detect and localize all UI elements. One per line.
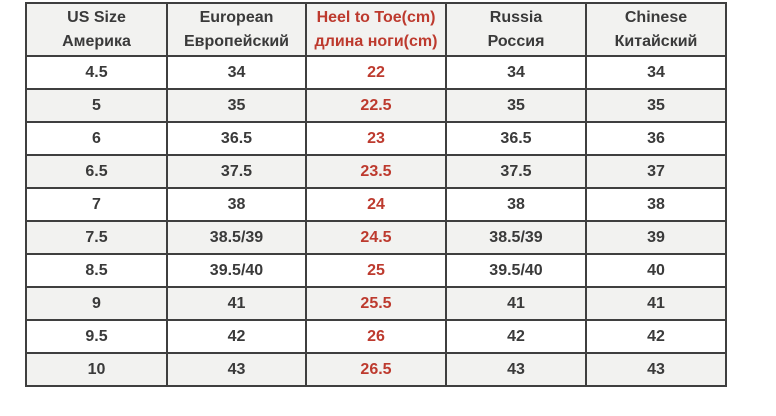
cell-us-size: 7.5 <box>25 220 168 255</box>
cell-european: 39.5/40 <box>166 253 307 288</box>
cell-us-size: 7 <box>25 187 168 222</box>
table-row: 10 43 26.5 43 43 <box>25 352 727 387</box>
cell-chinese: 35 <box>585 88 727 123</box>
cell-russia: 39.5/40 <box>445 253 587 288</box>
table-row: 9.5 42 26 42 42 <box>25 319 727 354</box>
header-cell-heel-to-toe: Heel to Toe(cm) длина ноги(cm) <box>305 2 447 57</box>
cell-us-size: 8.5 <box>25 253 168 288</box>
header-label-en: Heel to Toe(cm) <box>316 8 436 26</box>
header-label-en: Chinese <box>624 8 688 26</box>
cell-us-size: 6 <box>25 121 168 156</box>
cell-us-size: 4.5 <box>25 55 168 90</box>
cell-heel-to-toe: 22 <box>305 55 447 90</box>
cell-heel-to-toe: 24 <box>305 187 447 222</box>
header-cell-chinese: Chinese Китайский <box>585 2 727 57</box>
cell-european: 36.5 <box>166 121 307 156</box>
cell-european: 42 <box>166 319 307 354</box>
cell-russia: 41 <box>445 286 587 321</box>
header-label-ru: Америка <box>62 32 131 50</box>
table-row: 4.5 34 22 34 34 <box>25 55 727 90</box>
cell-heel-to-toe: 23 <box>305 121 447 156</box>
cell-russia: 36.5 <box>445 121 587 156</box>
header-label-ru: Европейский <box>183 32 290 50</box>
size-conversion-table: US Size Америка European Европейский Heel to… <box>25 2 727 387</box>
cell-chinese: 40 <box>585 253 727 288</box>
cell-russia: 37.5 <box>445 154 587 189</box>
cell-russia: 38 <box>445 187 587 222</box>
cell-russia: 42 <box>445 319 587 354</box>
cell-russia: 43 <box>445 352 587 387</box>
header-label-ru: Китайский <box>614 32 698 50</box>
header-cell-us-size: US Size Америка <box>25 2 168 57</box>
header-cell-russia: Russia Россия <box>445 2 587 57</box>
cell-european: 34 <box>166 55 307 90</box>
cell-european: 35 <box>166 88 307 123</box>
table-row: 8.5 39.5/40 25 39.5/40 40 <box>25 253 727 288</box>
cell-heel-to-toe: 22.5 <box>305 88 447 123</box>
cell-heel-to-toe: 23.5 <box>305 154 447 189</box>
header-label-en: US Size <box>67 8 126 26</box>
header-label-en: European <box>199 8 274 26</box>
cell-us-size: 9 <box>25 286 168 321</box>
table-row: 7 38 24 38 38 <box>25 187 727 222</box>
cell-heel-to-toe: 26 <box>305 319 447 354</box>
header-label-ru: длина ноги(cm) <box>314 32 438 50</box>
table-row: 6 36.5 23 36.5 36 <box>25 121 727 156</box>
cell-us-size: 9.5 <box>25 319 168 354</box>
table-row: 5 35 22.5 35 35 <box>25 88 727 123</box>
cell-chinese: 41 <box>585 286 727 321</box>
cell-heel-to-toe: 26.5 <box>305 352 447 387</box>
cell-chinese: 42 <box>585 319 727 354</box>
header-label-ru: Россия <box>487 32 545 50</box>
header-row: US Size Америка European Европейский Heel to… <box>25 2 727 57</box>
cell-us-size: 6.5 <box>25 154 168 189</box>
cell-chinese: 39 <box>585 220 727 255</box>
cell-heel-to-toe: 24.5 <box>305 220 447 255</box>
cell-us-size: 5 <box>25 88 168 123</box>
header-label-en: Russia <box>489 8 543 26</box>
header-cell-european: European Европейский <box>166 2 307 57</box>
cell-russia: 35 <box>445 88 587 123</box>
cell-european: 38 <box>166 187 307 222</box>
cell-chinese: 37 <box>585 154 727 189</box>
table-row: 7.5 38.5/39 24.5 38.5/39 39 <box>25 220 727 255</box>
cell-russia: 38.5/39 <box>445 220 587 255</box>
table-body: 4.5 34 22 34 34 5 35 22.5 35 35 6 36.5 23 36.5 36 6.5 37… <box>25 55 727 387</box>
cell-european: 41 <box>166 286 307 321</box>
cell-chinese: 38 <box>585 187 727 222</box>
cell-chinese: 36 <box>585 121 727 156</box>
table-header: US Size Америка European Европейский Heel to… <box>25 2 727 57</box>
table-row: 9 41 25.5 41 41 <box>25 286 727 321</box>
cell-european: 38.5/39 <box>166 220 307 255</box>
cell-chinese: 43 <box>585 352 727 387</box>
cell-european: 43 <box>166 352 307 387</box>
cell-chinese: 34 <box>585 55 727 90</box>
cell-us-size: 10 <box>25 352 168 387</box>
table-row: 6.5 37.5 23.5 37.5 37 <box>25 154 727 189</box>
cell-european: 37.5 <box>166 154 307 189</box>
cell-heel-to-toe: 25.5 <box>305 286 447 321</box>
cell-russia: 34 <box>445 55 587 90</box>
cell-heel-to-toe: 25 <box>305 253 447 288</box>
